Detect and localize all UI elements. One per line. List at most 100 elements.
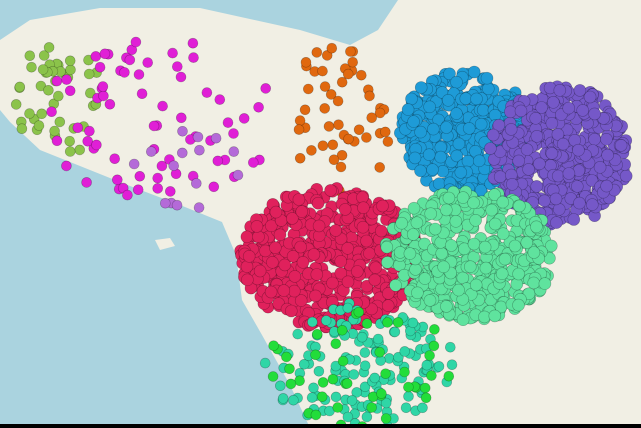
map-marker[interactable] [407, 115, 420, 128]
map-marker[interactable] [46, 106, 57, 117]
map-marker[interactable] [434, 150, 448, 164]
map-marker[interactable] [368, 273, 382, 287]
map-marker[interactable] [450, 149, 464, 163]
map-marker[interactable] [437, 260, 450, 274]
map-marker[interactable] [286, 249, 300, 263]
map-marker[interactable] [157, 100, 168, 112]
map-marker[interactable] [64, 146, 76, 157]
map-marker[interactable] [26, 61, 37, 73]
map-marker[interactable] [550, 216, 563, 229]
map-marker[interactable] [156, 160, 168, 172]
map-marker[interactable] [98, 90, 109, 102]
map-marker[interactable] [310, 409, 322, 421]
map-marker[interactable] [302, 83, 314, 95]
map-marker[interactable] [496, 227, 510, 240]
map-marker[interactable] [573, 196, 586, 210]
map-marker[interactable] [350, 265, 364, 278]
map-marker[interactable] [250, 220, 264, 233]
map-marker[interactable] [148, 120, 160, 132]
map-marker[interactable] [309, 289, 322, 303]
map-marker[interactable] [600, 133, 613, 146]
map-marker[interactable] [380, 240, 394, 254]
map-marker[interactable] [588, 107, 601, 121]
map-marker[interactable] [307, 316, 318, 328]
map-marker[interactable] [51, 135, 63, 147]
map-marker[interactable] [444, 341, 456, 353]
map-marker[interactable] [316, 391, 328, 403]
map-marker[interactable] [545, 117, 559, 130]
map-marker[interactable] [85, 87, 96, 99]
map-marker[interactable] [36, 108, 48, 120]
map-marker[interactable] [392, 317, 404, 328]
map-marker[interactable] [529, 112, 543, 125]
map-marker[interactable] [345, 46, 356, 57]
map-marker[interactable] [498, 252, 512, 266]
map-marker[interactable] [488, 309, 502, 323]
map-marker[interactable] [324, 184, 337, 197]
map-marker[interactable] [369, 261, 383, 275]
map-marker[interactable] [381, 287, 395, 300]
map-marker[interactable] [478, 240, 492, 254]
map-marker[interactable] [380, 368, 391, 380]
map-marker[interactable] [332, 402, 344, 413]
map-marker[interactable] [253, 264, 267, 278]
map-marker[interactable] [268, 340, 279, 352]
map-marker[interactable] [14, 81, 26, 93]
map-marker[interactable] [277, 393, 289, 404]
map-marker[interactable] [353, 124, 365, 135]
map-marker[interactable] [317, 377, 329, 388]
map-marker[interactable] [253, 102, 264, 113]
map-marker[interactable] [65, 64, 76, 76]
map-marker[interactable] [24, 50, 36, 62]
map-marker[interactable] [330, 391, 342, 403]
map-marker[interactable] [442, 191, 456, 205]
map-marker[interactable] [401, 103, 415, 116]
map-marker[interactable] [593, 161, 607, 174]
map-marker[interactable] [380, 397, 392, 409]
map-marker[interactable] [104, 99, 116, 110]
map-marker[interactable] [393, 351, 404, 363]
map-marker[interactable] [310, 268, 324, 281]
map-marker[interactable] [264, 219, 278, 233]
map-marker[interactable] [505, 178, 519, 191]
map-marker[interactable] [462, 122, 476, 135]
map-marker[interactable] [522, 287, 536, 301]
map-marker[interactable] [504, 105, 517, 119]
map-marker[interactable] [294, 294, 308, 307]
map-marker[interactable] [306, 392, 318, 403]
map-marker[interactable] [84, 125, 95, 137]
map-marker[interactable] [424, 207, 438, 220]
map-marker[interactable] [294, 115, 306, 126]
map-marker[interactable] [423, 100, 436, 114]
map-marker[interactable] [38, 50, 50, 61]
map-marker[interactable] [336, 76, 348, 88]
map-marker[interactable] [343, 133, 354, 145]
map-marker[interactable] [467, 65, 481, 79]
map-marker[interactable] [130, 36, 142, 48]
map-marker[interactable] [81, 177, 92, 188]
map-marker[interactable] [414, 125, 427, 139]
map-marker[interactable] [508, 239, 522, 253]
map-marker[interactable] [167, 47, 178, 59]
map-marker[interactable] [232, 169, 244, 181]
map-marker[interactable] [619, 169, 633, 183]
map-marker[interactable] [470, 92, 483, 106]
map-marker[interactable] [124, 54, 136, 66]
map-marker[interactable] [64, 135, 75, 147]
map-marker[interactable] [572, 143, 585, 157]
map-marker[interactable] [551, 169, 565, 183]
map-marker[interactable] [372, 333, 384, 345]
map-marker[interactable] [338, 203, 352, 216]
map-marker[interactable] [359, 381, 371, 393]
map-marker[interactable] [192, 131, 204, 143]
map-marker[interactable] [562, 101, 576, 115]
map-marker[interactable] [585, 198, 599, 211]
map-marker[interactable] [299, 104, 311, 116]
map-marker[interactable] [264, 285, 278, 299]
map-marker[interactable] [389, 278, 402, 292]
map-marker[interactable] [142, 57, 153, 68]
map-marker[interactable] [544, 239, 558, 253]
map-marker[interactable] [308, 382, 319, 394]
map-marker[interactable] [426, 122, 440, 136]
map-marker[interactable] [364, 90, 375, 102]
